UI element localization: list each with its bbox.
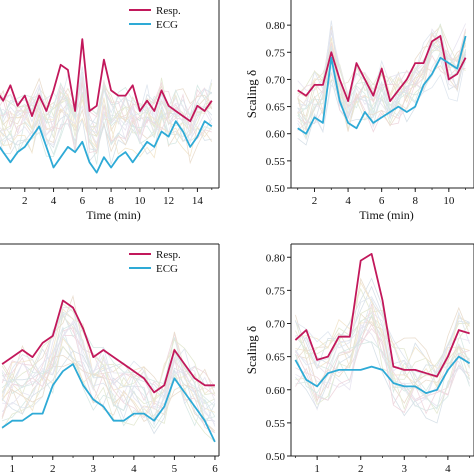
y-tick-label: 0.70: [266, 74, 286, 86]
x-tick-label: 2: [22, 195, 28, 207]
background-traces: [295, 277, 470, 424]
background-trace: [297, 42, 466, 129]
background-trace: [295, 337, 470, 424]
background-trace: [1, 354, 216, 433]
background-trace: [295, 313, 470, 404]
series-line-1: [294, 252, 470, 378]
background-trace: [1, 303, 215, 403]
y-tick-label: 0.65: [266, 352, 286, 364]
x-tick-label: 6: [212, 463, 218, 474]
legend-label: ECG: [156, 263, 178, 275]
background-trace: [295, 277, 470, 384]
x-tick-label: 3: [402, 463, 408, 474]
background-trace: [0, 108, 213, 165]
y-tick-label: 0.50: [266, 451, 286, 463]
x-tick-label: 4: [345, 195, 351, 207]
x-tick-label: 14: [192, 195, 204, 207]
background-trace: [295, 281, 470, 372]
y-tick-label: 0.65: [266, 102, 286, 114]
background-trace: [295, 303, 470, 402]
x-tick-label: 6: [80, 195, 86, 207]
y-tick-label: 0.60: [266, 385, 286, 397]
chart-panel-2: 2 4 6 8 10 Time (min) 0.50 0.55 0.60 0.65 0.70 0.75…: [244, 0, 474, 222]
background-trace: [295, 311, 470, 401]
x-tick-label: 10: [443, 195, 455, 207]
background-trace: [1, 327, 216, 434]
background-trace: [0, 94, 212, 137]
series-line-2: [1, 363, 216, 443]
y-tick-label: 0.60: [266, 129, 286, 141]
x-tick-label: 2: [50, 463, 56, 474]
background-trace: [0, 74, 213, 124]
background-trace: [297, 57, 466, 141]
series-line-2: [297, 35, 467, 135]
y-axis-label: Scaling δ: [244, 70, 259, 118]
legend-label: Resp.: [156, 249, 181, 261]
x-tick-label: 2: [312, 195, 318, 207]
background-trace: [1, 323, 216, 421]
x-tick-label: 8: [108, 195, 114, 207]
x-tick-label: 2: [358, 463, 364, 474]
background-trace: [295, 315, 470, 402]
x-tick-label: 4: [445, 463, 451, 474]
legend-label: ECG: [156, 19, 178, 31]
background-trace: [1, 307, 216, 406]
series-line-2: [0, 120, 213, 174]
y-axis-label: Scaling δ: [244, 326, 259, 374]
background-trace: [1, 334, 216, 402]
background-trace: [295, 296, 470, 376]
background-trace: [295, 323, 470, 407]
x-tick-label: 1: [314, 463, 320, 474]
background-traces: [0, 66, 213, 165]
x-tick-label: 8: [412, 195, 418, 207]
chart-panel-4: 1234Time (min)0.500.550.600.650.700.750.…: [244, 243, 474, 474]
y-tick-label: 0.80: [266, 20, 286, 32]
y-tick-label: 0.80: [266, 252, 286, 264]
chart-panel-3: 123456Time (min)Resp.ECG: [0, 243, 220, 474]
y-tick-label: 0.75: [266, 285, 286, 297]
x-tick-label: 6: [379, 195, 385, 207]
y-tick-label: 0.70: [266, 319, 286, 331]
x-tick-label: 5: [172, 463, 178, 474]
background-trace: [0, 83, 213, 151]
background-traces: [1, 294, 216, 443]
background-trace: [1, 294, 216, 395]
x-tick-label: 12: [163, 195, 174, 207]
x-tick-label: 4: [51, 195, 57, 207]
background-trace: [0, 81, 212, 154]
background-trace: [1, 322, 216, 425]
x-axis-label: Time (min): [86, 208, 141, 222]
series-line-1: [1, 299, 215, 394]
series-line-1: [0, 38, 213, 123]
background-trace: [0, 73, 213, 144]
y-tick-label: 0.55: [266, 156, 286, 168]
background-trace: [295, 321, 470, 389]
x-axis-label: Time (min): [359, 208, 414, 222]
background-trace: [0, 92, 213, 149]
y-tick-label: 0.55: [266, 418, 286, 430]
x-tick-label: 4: [131, 463, 137, 474]
x-tick-label: 10: [134, 195, 146, 207]
y-tick-label: 0.50: [266, 183, 286, 195]
background-trace: [297, 20, 466, 110]
chart-panel-1: 2 4 6 8 10 12 14 Time (min) Resp. ECG: [0, 0, 220, 222]
legend-label: Resp.: [156, 5, 181, 17]
x-tick-label: 3: [91, 463, 97, 474]
y-tick-label: 0.75: [266, 47, 286, 59]
x-tick-label: 1: [9, 463, 15, 474]
background-trace: [295, 341, 470, 410]
background-trace: [297, 23, 466, 100]
series-line-2: [294, 355, 471, 395]
background-trace: [295, 327, 470, 415]
series-line-1: [297, 35, 467, 102]
